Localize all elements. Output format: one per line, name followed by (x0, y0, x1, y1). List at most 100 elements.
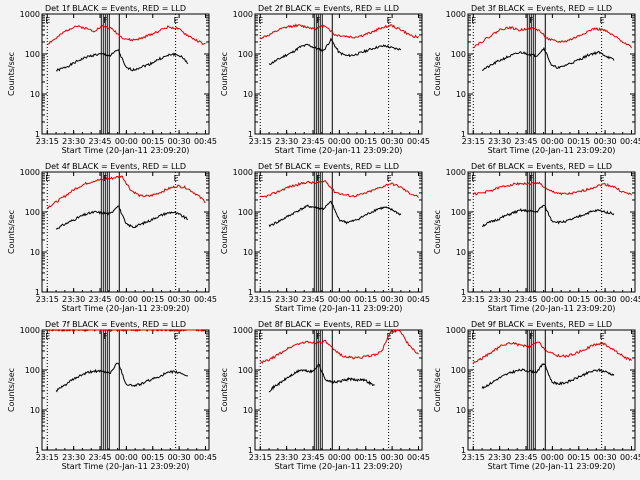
series-line-black (268, 37, 402, 65)
chart-title: Det 9f BLACK = Events, RED = LLD (471, 320, 612, 329)
y-tick-label: 10 (30, 406, 40, 415)
marker-label: F (103, 174, 108, 183)
chart-title: Det 6f BLACK = Events, RED = LLD (471, 162, 612, 171)
y-tick-label: 10 (243, 90, 253, 99)
x-tick-label: 23:30 (62, 295, 85, 304)
marker-label: E (387, 174, 392, 183)
x-tick-label: 23:15 (462, 137, 485, 146)
x-tick-label: 23:30 (488, 295, 511, 304)
marker-label: E (471, 16, 476, 25)
x-axis-label: Start Time (20-Jan-11 23:09:20) (275, 146, 403, 155)
x-tick-label: 23:45 (301, 137, 324, 146)
x-tick-label: 00:30 (594, 137, 617, 146)
y-tick-label: 100 (238, 50, 253, 59)
x-tick-label: 00:45 (194, 295, 217, 304)
chart-title: Det 2f BLACK = Events, RED = LLD (258, 4, 399, 13)
chart-title: Det 7f BLACK = Events, RED = LLD (45, 320, 186, 329)
x-tick-label: 23:30 (488, 453, 511, 462)
series-line-red (473, 25, 632, 49)
plot-frame (41, 329, 210, 451)
series-line-red (260, 180, 419, 199)
y-tick-label: 1000 (20, 168, 40, 177)
plot-frame (467, 329, 636, 451)
y-tick-label: 10 (456, 406, 466, 415)
y-tick-label: 10 (456, 248, 466, 257)
x-tick-label: 00:00 (115, 453, 138, 462)
y-tick-label: 10 (30, 248, 40, 257)
x-tick-label: 23:30 (62, 137, 85, 146)
x-tick-label: 00:00 (328, 137, 351, 146)
y-tick-label: 100 (238, 366, 253, 375)
marker-label: E (600, 174, 605, 183)
x-axis-label: Start Time (20-Jan-11 23:09:20) (275, 462, 403, 471)
x-tick-label: 23:15 (462, 453, 485, 462)
x-tick-label: 23:30 (275, 295, 298, 304)
x-axis-label: Start Time (20-Jan-11 23:09:20) (275, 304, 403, 313)
y-tick-label: 1 (461, 130, 466, 139)
y-tick-label: 1000 (446, 10, 466, 19)
x-tick-label: 00:45 (620, 453, 640, 462)
series-line-black (481, 363, 615, 390)
x-tick-label: 23:45 (88, 453, 111, 462)
x-tick-label: 00:00 (115, 137, 138, 146)
x-axis-label: Start Time (20-Jan-11 23:09:20) (488, 146, 616, 155)
x-tick-label: 23:15 (36, 453, 59, 462)
marker-label: E (174, 332, 179, 341)
series-line-red (259, 23, 419, 40)
plot-frame (254, 171, 423, 293)
y-tick-label: 1000 (233, 168, 253, 177)
y-axis-label: Counts/sec (433, 210, 442, 254)
chart-title: Det 8f BLACK = Events, RED = LLD (258, 320, 399, 329)
x-axis-label: Start Time (20-Jan-11 23:09:20) (488, 304, 616, 313)
marker-label: E (471, 332, 476, 341)
x-tick-label: 23:15 (36, 295, 59, 304)
y-tick-label: 1 (248, 130, 253, 139)
marker-label: F (529, 174, 534, 183)
x-tick-label: 00:30 (168, 295, 191, 304)
y-tick-label: 100 (451, 366, 466, 375)
marker-label: F (316, 174, 321, 183)
series-line-red (47, 175, 206, 209)
series-line-black (268, 363, 375, 393)
x-tick-label: 00:15 (141, 137, 164, 146)
chart-panel: Det 7f BLACK = Events, RED = LLD 1 10 100 10… (7, 320, 217, 471)
y-axis-label: Counts/sec (7, 210, 16, 254)
x-tick-label: 23:45 (301, 295, 324, 304)
y-tick-label: 100 (25, 50, 40, 59)
marker-label: E (471, 174, 476, 183)
y-tick-label: 10 (243, 248, 253, 257)
series-line-red (47, 24, 206, 45)
x-tick-label: 00:15 (567, 295, 590, 304)
chart-panel: Det 6f BLACK = Events, RED = LLD 1 10 100 10… (433, 162, 640, 313)
x-tick-label: 23:45 (514, 137, 537, 146)
x-tick-label: 00:00 (328, 295, 351, 304)
series-line-black (55, 205, 189, 230)
x-tick-label: 00:45 (194, 137, 217, 146)
plot-frame (254, 13, 423, 135)
marker-label: F (529, 16, 534, 25)
marker-label: E (174, 16, 179, 25)
y-axis-label: Counts/sec (7, 52, 16, 96)
x-tick-label: 00:45 (620, 137, 640, 146)
x-tick-label: 00:15 (567, 453, 590, 462)
marker-label: E (387, 16, 392, 25)
y-tick-label: 10 (30, 90, 40, 99)
y-tick-label: 1000 (233, 10, 253, 19)
x-tick-label: 00:00 (541, 453, 564, 462)
marker-label: E (258, 16, 263, 25)
series-line-black (268, 200, 402, 228)
y-tick-label: 1000 (446, 168, 466, 177)
y-tick-label: 100 (238, 208, 253, 217)
marker-label: E (600, 332, 605, 341)
series-line-black (482, 204, 615, 227)
x-tick-label: 00:00 (115, 295, 138, 304)
marker-label: E (600, 16, 605, 25)
x-tick-label: 00:45 (407, 295, 430, 304)
x-tick-label: 23:15 (462, 295, 485, 304)
y-tick-label: 100 (25, 366, 40, 375)
y-tick-label: 100 (451, 50, 466, 59)
x-tick-label: 23:30 (275, 137, 298, 146)
chart-title: Det 1f BLACK = Events, RED = LLD (45, 4, 186, 13)
series-line-red (472, 341, 632, 364)
